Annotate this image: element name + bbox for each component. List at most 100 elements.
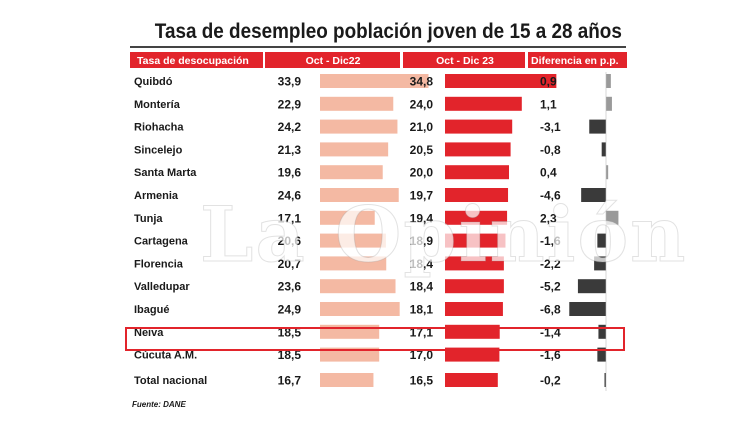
row-city-label: Cartagena	[134, 236, 189, 248]
bar-2023	[445, 302, 503, 316]
bar-2022	[320, 347, 380, 362]
bar-2023	[445, 256, 504, 271]
row-value-2022: 20,6	[278, 234, 302, 248]
row-value-2022: 24,9	[278, 303, 302, 317]
row-city-label: Total nacional	[134, 375, 207, 387]
highlight-box-cucuta	[125, 327, 625, 351]
row-value-2022: 20,7	[278, 257, 302, 271]
row-value-2022: 24,2	[278, 120, 302, 134]
row-value-2022: 23,6	[278, 280, 302, 294]
bar-2022	[320, 302, 400, 316]
bar-2023	[445, 96, 522, 111]
header-city-bg	[130, 52, 263, 68]
row-value-2023: 18,1	[410, 303, 434, 317]
bar-diff	[604, 373, 606, 387]
table-row: Cartagena 20,6 18,9 -1,6	[134, 233, 606, 248]
header-2023: Oct - Dic 23	[436, 55, 494, 67]
bar-diff	[606, 165, 609, 180]
row-value-2022: 24,6	[278, 189, 302, 203]
bar-diff	[601, 142, 606, 157]
bar-diff	[597, 347, 606, 362]
table-row: Sincelejo 21,3 20,5 -0,8	[134, 142, 606, 157]
row-value-2022: 19,6	[278, 166, 302, 180]
bar-2022	[320, 256, 387, 271]
row-city-label: Riohacha	[134, 122, 184, 134]
header-city: Tasa de desocupación	[137, 55, 249, 67]
row-city-label: Santa Marta	[134, 167, 197, 179]
row-value-2023: 24,0	[410, 97, 434, 111]
header-diff: Diferencia en p.p.	[531, 55, 619, 67]
row-value-diff: -5,2	[540, 280, 561, 294]
row-city-label: Ibagué	[134, 304, 169, 316]
row-value-diff: -0,2	[540, 374, 561, 388]
table-row: Riohacha 24,2 21,0 -3,1	[134, 119, 606, 134]
bar-diff	[606, 74, 611, 88]
row-value-diff: 2,3	[540, 211, 557, 225]
row-value-2023: 16,5	[410, 374, 434, 388]
bar-2022	[320, 96, 394, 111]
row-city-label: Armenia	[134, 190, 179, 202]
title-underline	[130, 46, 626, 48]
row-city-label: Cúcuta A.M.	[134, 350, 197, 362]
row-value-diff: 0,4	[540, 166, 557, 180]
bar-diff	[581, 188, 606, 202]
row-value-2023: 20,0	[410, 166, 434, 180]
table-row: Santa Marta 19,6 20,0 0,4	[134, 165, 609, 180]
row-value-2023: 21,0	[410, 120, 434, 134]
bar-diff	[606, 96, 612, 111]
row-value-diff: -2,2	[540, 257, 561, 271]
row-value-diff: -4,6	[540, 189, 561, 203]
row-value-2023: 19,4	[410, 211, 434, 225]
row-city-label: Valledupar	[134, 281, 190, 293]
bar-diff	[589, 119, 606, 134]
row-value-2022: 21,3	[278, 143, 302, 157]
bar-2022	[320, 119, 398, 134]
row-city-label: Tunja	[134, 213, 163, 225]
bar-2023	[445, 165, 509, 180]
row-value-2023: 20,5	[410, 143, 434, 157]
bar-2023	[445, 142, 511, 157]
row-value-2022: 18,5	[278, 348, 302, 362]
row-value-2022: 22,9	[278, 97, 302, 111]
bar-diff	[569, 302, 606, 316]
row-value-diff: 1,1	[540, 97, 557, 111]
bar-2022	[320, 142, 389, 157]
row-value-diff: -0,8	[540, 143, 561, 157]
row-value-2023: 18,4	[410, 280, 434, 294]
row-value-2023: 34,8	[410, 75, 434, 89]
table-row: Tunja 17,1 19,4 2,3	[134, 210, 619, 225]
row-value-diff: -1,6	[540, 234, 561, 248]
row-value-2023: 19,7	[410, 189, 434, 203]
bar-2023	[445, 347, 500, 362]
row-value-2022: 33,9	[278, 75, 302, 89]
bar-2023	[445, 188, 509, 202]
bar-2023	[445, 279, 504, 294]
row-value-2022: 17,1	[278, 211, 302, 225]
bar-2022	[320, 233, 386, 248]
row-value-2022: 16,7	[278, 374, 302, 388]
header-2022-bg	[265, 52, 400, 68]
source-note: Fuente: DANE	[132, 400, 186, 409]
bar-2022	[320, 188, 399, 202]
bar-2022	[320, 279, 396, 294]
table-row: Montería 22,9 24,0 1,1	[134, 96, 612, 111]
row-value-2023: 17,0	[410, 348, 434, 362]
row-value-diff: -1,6	[540, 348, 561, 362]
row-city-label: Quibdó	[134, 76, 173, 88]
table-row: Armenia 24,6 19,7 -4,6	[134, 188, 606, 203]
table-row: Total nacional 16,7 16,5 -0,2	[134, 373, 606, 388]
header-2023-bg	[403, 52, 525, 68]
table-row: Valledupar 23,6 18,4 -5,2	[134, 279, 606, 294]
bar-2023	[445, 233, 506, 248]
bar-2023	[445, 373, 498, 387]
row-city-label: Sincelejo	[134, 144, 183, 156]
bar-2022	[320, 373, 374, 387]
bar-diff	[577, 279, 606, 294]
row-value-diff: 0,9	[540, 75, 557, 89]
bar-2023	[445, 210, 508, 225]
table-row: Florencia 20,7 18,4 -2,2	[134, 256, 606, 271]
bar-diff	[598, 324, 606, 339]
bar-2023	[445, 119, 513, 134]
bar-2022	[320, 165, 383, 180]
